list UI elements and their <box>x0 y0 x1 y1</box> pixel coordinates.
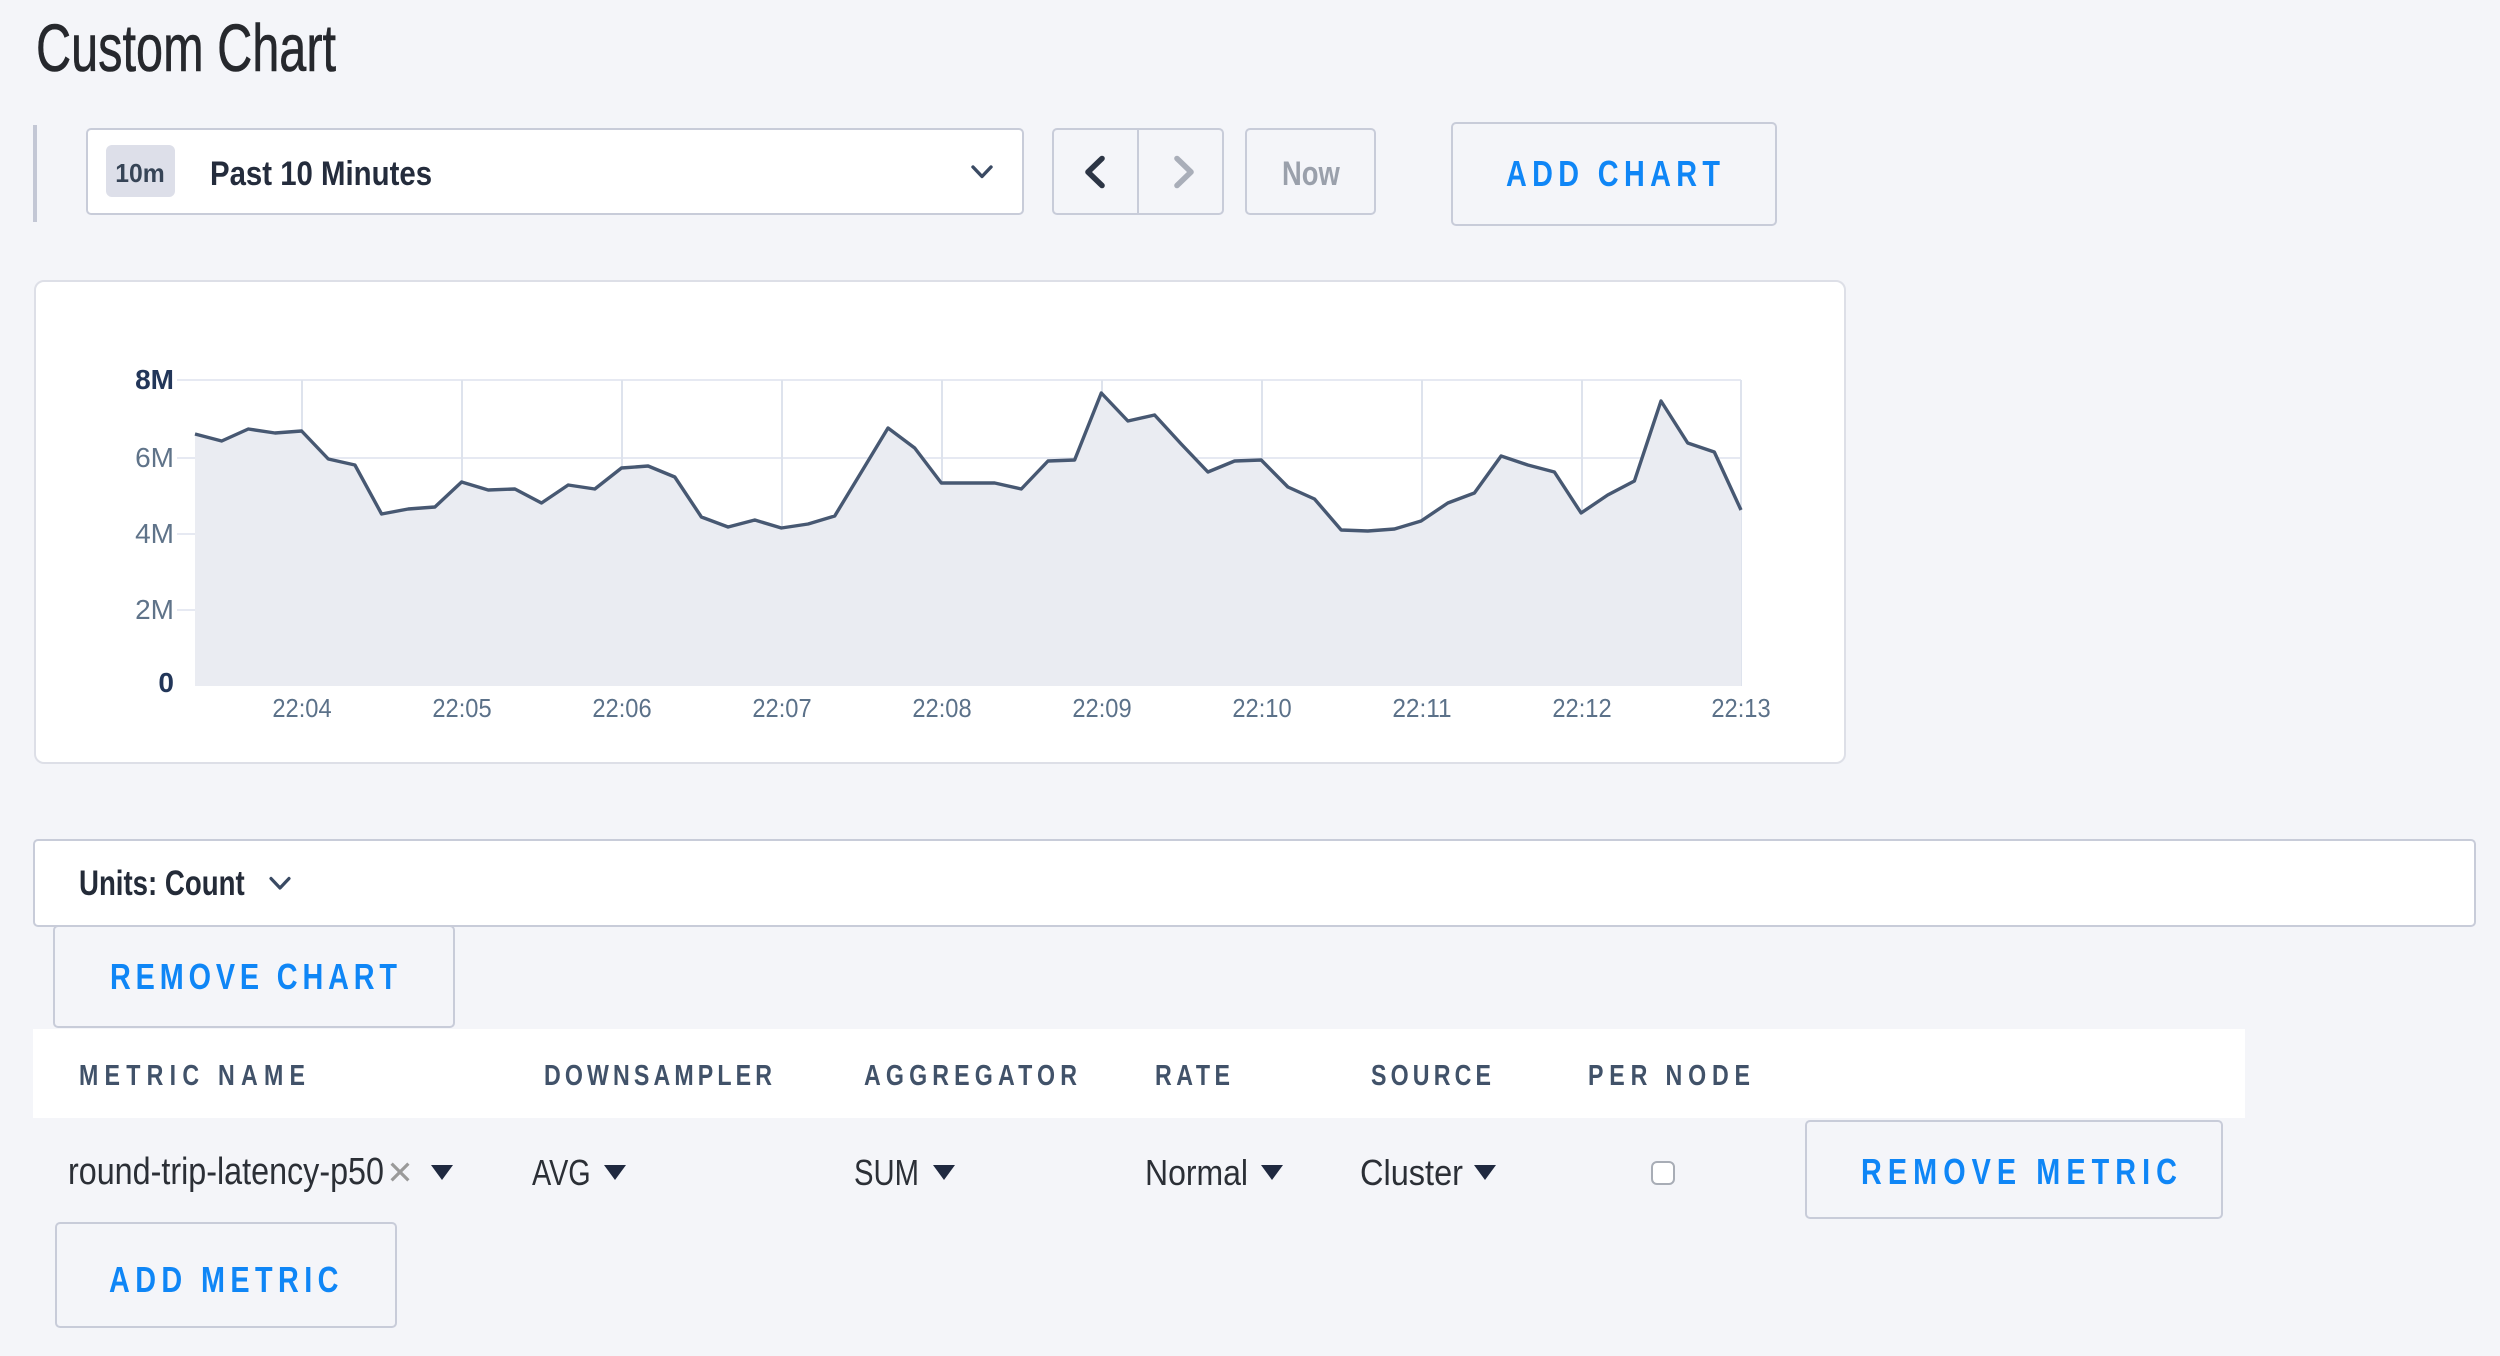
svg-text:22:12: 22:12 <box>1552 693 1611 723</box>
svg-text:22:05: 22:05 <box>432 693 491 723</box>
svg-text:22:08: 22:08 <box>912 693 971 723</box>
svg-text:8M: 8M <box>135 364 174 395</box>
svg-text:2M: 2M <box>135 594 174 625</box>
svg-text:22:10: 22:10 <box>1232 693 1291 723</box>
svg-text:22:13: 22:13 <box>1711 693 1770 723</box>
svg-text:6M: 6M <box>135 442 174 473</box>
svg-text:22:11: 22:11 <box>1392 693 1451 723</box>
svg-text:22:04: 22:04 <box>272 693 331 723</box>
svg-text:22:09: 22:09 <box>1072 693 1131 723</box>
svg-text:0: 0 <box>158 667 174 698</box>
svg-text:22:07: 22:07 <box>752 693 811 723</box>
svg-text:4M: 4M <box>135 518 174 549</box>
svg-text:22:06: 22:06 <box>592 693 651 723</box>
